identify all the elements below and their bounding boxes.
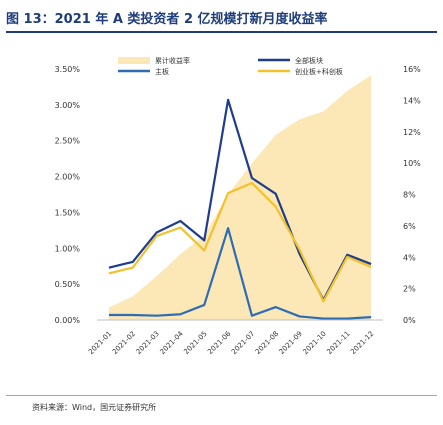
right-tick-label: 8% — [403, 191, 416, 200]
line-series-1 — [108, 227, 372, 320]
left-tick-label: 1.50% — [55, 208, 81, 217]
x-tick-label: 2021-09 — [278, 330, 304, 356]
right-tick-label: 10% — [403, 159, 421, 168]
right-tick-label: 14% — [403, 96, 421, 105]
x-axis: 2021-012021-022021-032021-042021-052021-… — [87, 319, 383, 356]
line-series-2 — [108, 181, 372, 303]
x-tick-label: 2021-03 — [135, 330, 161, 356]
right-axis: 0% 2% 4% 6% 8% 10% 12% 14% 16% — [403, 65, 421, 325]
right-tick-label: 12% — [403, 128, 421, 137]
x-tick-label: 2021-02 — [111, 330, 137, 356]
x-tick-label: 2021-07 — [230, 330, 256, 356]
left-tick-label: 0.50% — [55, 280, 81, 289]
right-tick-label: 0% — [403, 316, 416, 325]
right-tick-label: 16% — [403, 65, 421, 74]
left-tick-label: 2.50% — [55, 137, 81, 146]
right-tick-label: 4% — [403, 253, 416, 262]
figure-title: 图 13：2021 年 A 类投资者 2 亿规模打新月度收益率 — [6, 12, 328, 27]
plot-area — [108, 75, 372, 321]
legend-label: 主板 — [155, 67, 169, 76]
bottom-divider — [6, 395, 437, 396]
x-tick-label: 2021-12 — [349, 330, 375, 356]
left-tick-label: 0.00% — [55, 316, 81, 325]
source-note: 资料来源：Wind，国元证券研究所 — [32, 403, 157, 412]
x-tick-label: 2021-01 — [87, 330, 113, 356]
right-tick-label: 6% — [403, 222, 416, 231]
right-tick-label: 2% — [403, 285, 416, 294]
figure-header: 图 13：2021 年 A 类投资者 2 亿规模打新月度收益率 — [0, 0, 443, 34]
area-series-0 — [108, 75, 372, 321]
title-underline — [6, 31, 437, 33]
left-tick-label: 1.00% — [55, 244, 81, 253]
x-tick-label: 2021-08 — [254, 330, 280, 356]
left-tick-label: 3.00% — [55, 101, 81, 110]
x-tick-label: 2021-10 — [301, 330, 327, 356]
legend-label: 创业板+科创板 — [295, 67, 343, 76]
legend-label: 累计收益率 — [155, 56, 190, 65]
left-tick-label: 2.00% — [55, 173, 81, 182]
legend-swatch — [118, 57, 150, 64]
x-tick-label: 2021-11 — [325, 330, 351, 356]
legend-label: 全部板块 — [295, 56, 323, 65]
left-axis: 0.00% 0.50% 1.00% 1.50% 2.00% 2.50% 3.00% 3.50% — [55, 65, 81, 325]
left-tick-label: 3.50% — [55, 65, 81, 74]
x-tick-label: 2021-05 — [182, 330, 208, 356]
x-tick-label: 2021-04 — [158, 329, 185, 356]
x-tick-label: 2021-06 — [206, 329, 233, 356]
